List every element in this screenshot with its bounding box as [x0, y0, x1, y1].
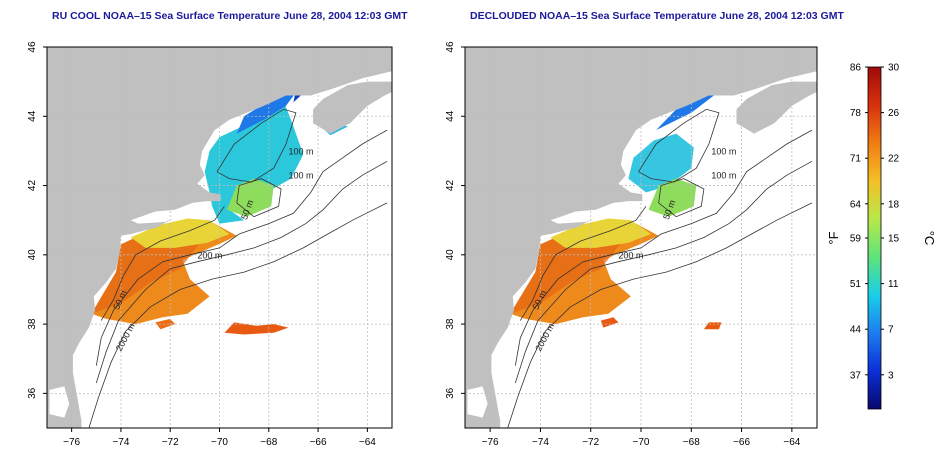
- y-tick-label: 38: [445, 318, 456, 330]
- fahrenheit-tick-label: 44: [850, 325, 862, 336]
- x-tick-label: −66: [310, 437, 327, 448]
- colorbar: 86 30 78 26 71 22 64 18 59 15 51 11 44 7 37 3 °F °C: [826, 63, 937, 410]
- land-mass: [465, 47, 817, 428]
- isobath-line: [100, 206, 225, 321]
- y-tick-label: 44: [445, 110, 456, 122]
- isobath-line: [658, 178, 705, 218]
- sst-gulf-of-maine: [204, 78, 304, 224]
- isobath-line: [88, 202, 388, 428]
- sst-offshore-patch: [600, 317, 619, 328]
- x-tick-label: −74: [532, 437, 549, 448]
- celsius-tick-label: 26: [888, 108, 900, 119]
- celsius-tick-label: 3: [888, 370, 894, 381]
- isobath-line: [514, 160, 813, 384]
- sst-transition-band: [130, 218, 230, 248]
- celsius-tick-label: 15: [888, 234, 900, 245]
- x-tick-label: −64: [359, 437, 376, 448]
- colorbar-scale: [867, 66, 882, 410]
- x-tick-label: −74: [112, 437, 129, 448]
- y-tick-label: 40: [445, 249, 456, 261]
- contour-label: 100 m: [711, 146, 736, 156]
- x-tick-label: −68: [683, 437, 700, 448]
- y-tick-label: 44: [27, 110, 38, 122]
- pamlico-sound: [49, 386, 70, 418]
- contour-label: 100 m: [711, 171, 736, 181]
- fahrenheit-tick-label: 59: [850, 234, 862, 245]
- y-tick-label: 46: [27, 41, 38, 53]
- isobath-line: [514, 129, 813, 366]
- fahrenheit-tick-label: 71: [850, 154, 862, 165]
- fahrenheit-tick-label: 37: [850, 370, 862, 381]
- x-tick-label: −76: [63, 437, 80, 448]
- celsius-tick-label: 18: [888, 199, 900, 210]
- y-tick-label: 40: [27, 249, 38, 261]
- grid-lines: [47, 47, 392, 428]
- fahrenheit-tick-label: 64: [850, 199, 862, 210]
- nova-scotia-land: [736, 81, 817, 134]
- y-tick-label: 42: [27, 180, 38, 192]
- y-tick-label: 38: [27, 318, 38, 330]
- y-tick-label: 36: [445, 387, 456, 399]
- celsius-tick-label: 30: [888, 63, 900, 74]
- fahrenheit-tick-label: 86: [850, 63, 862, 74]
- x-tick-label: −72: [162, 437, 179, 448]
- isobath-line: [95, 129, 388, 366]
- isobath-line: [507, 202, 813, 428]
- sst-cold-coastal: [236, 85, 301, 134]
- celsius-tick-label: 22: [888, 154, 900, 165]
- pamlico-sound: [467, 386, 488, 418]
- land-mass: [47, 47, 392, 428]
- sst-layer: [472, 88, 722, 363]
- isobath-line: [638, 108, 720, 183]
- x-tick-label: −70: [211, 437, 228, 448]
- celsius-tick-label: 7: [888, 325, 894, 336]
- y-tick-label: 46: [445, 41, 456, 53]
- fahrenheit-axis-label: °F: [826, 231, 841, 244]
- isobath-contours: [507, 108, 813, 428]
- isobath-line: [95, 160, 388, 384]
- sst-transition-band: [550, 218, 652, 248]
- fahrenheit-tick-label: 78: [850, 108, 862, 119]
- contour-label: 100 m: [289, 146, 314, 156]
- sst-offshore-patch: [155, 318, 176, 330]
- contour-label: 200 m: [197, 250, 222, 260]
- contour-label: 100 m: [289, 171, 314, 181]
- map-title-right: DECLOUDED NOAA–15 Sea Surface Temperatur…: [470, 10, 844, 22]
- isobath-contours: [88, 108, 388, 428]
- x-tick-label: −68: [260, 437, 277, 448]
- x-tick-label: −72: [582, 437, 599, 448]
- isobath-line: [236, 178, 282, 218]
- y-tick-label: 36: [27, 387, 38, 399]
- y-tick-label: 42: [445, 180, 456, 192]
- sst-gulf-of-maine: [628, 133, 694, 193]
- isobath-line: [216, 108, 297, 183]
- x-tick-label: −64: [783, 437, 800, 448]
- celsius-axis-label: °C: [922, 231, 937, 246]
- map-title-left: RU COOL NOAA–15 Sea Surface Temperature …: [52, 10, 408, 22]
- celsius-tick-label: 11: [888, 279, 899, 290]
- sst-offshore-patch: [224, 322, 289, 335]
- x-tick-label: −70: [633, 437, 650, 448]
- grid-lines: [465, 47, 817, 428]
- contour-label: 200 m: [618, 250, 643, 260]
- x-tick-label: −76: [482, 437, 499, 448]
- fahrenheit-tick-label: 51: [850, 279, 862, 290]
- nova-scotia-land: [313, 81, 392, 134]
- x-tick-label: −66: [733, 437, 750, 448]
- isobath-line: [519, 206, 647, 321]
